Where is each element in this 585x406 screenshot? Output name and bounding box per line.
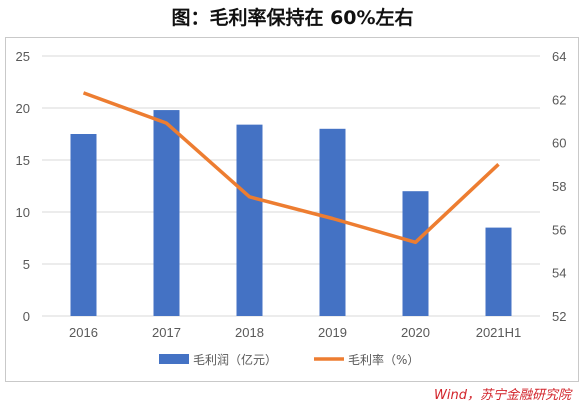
right-tick-label: 62 (552, 92, 566, 107)
bar-2018 (236, 124, 263, 316)
left-tick-label: 15 (16, 153, 30, 168)
legend: 毛利润（亿元） 毛利率（%） (159, 352, 419, 367)
right-tick-label: 64 (552, 49, 566, 64)
x-tick-label: 2021H1 (476, 325, 522, 340)
gridlines (42, 55, 540, 317)
legend-bar-swatch (159, 354, 189, 364)
bar-2021H1 (485, 227, 512, 316)
x-tick-label: 2018 (235, 325, 264, 340)
bar-series (70, 110, 512, 316)
x-tick-label: 2017 (152, 325, 181, 340)
right-tick-label: 54 (552, 266, 566, 281)
left-tick-label: 0 (23, 309, 30, 324)
right-axis-ticks: 52 54 56 58 60 62 64 (552, 49, 566, 324)
legend-bar-label: 毛利润（亿元） (193, 352, 277, 367)
chart-title: 图：毛利率保持在 60%左右 (171, 7, 414, 29)
left-axis-ticks: 0 5 10 15 20 25 (16, 49, 30, 324)
x-tick-label: 2019 (318, 325, 347, 340)
right-tick-label: 56 (552, 222, 566, 237)
x-tick-label: 2020 (401, 325, 430, 340)
bar-2017 (153, 110, 180, 316)
x-axis-ticks: 2016 2017 2018 2019 2020 2021H1 (69, 325, 521, 340)
x-tick-label: 2016 (69, 325, 98, 340)
left-tick-label: 25 (16, 49, 30, 64)
bar-2016 (70, 134, 97, 316)
left-tick-label: 10 (16, 205, 30, 220)
right-tick-label: 60 (552, 136, 566, 151)
right-tick-label: 52 (552, 309, 566, 324)
bar-2020 (402, 191, 429, 316)
gross-margin-line (82, 91, 500, 245)
left-tick-label: 5 (23, 257, 30, 272)
source-note: Wind，苏宁金融研究院 (434, 388, 571, 403)
legend-line-label: 毛利率（%） (348, 352, 419, 367)
right-tick-label: 58 (552, 179, 566, 194)
left-tick-label: 20 (16, 101, 30, 116)
chart-frame (5, 37, 579, 382)
